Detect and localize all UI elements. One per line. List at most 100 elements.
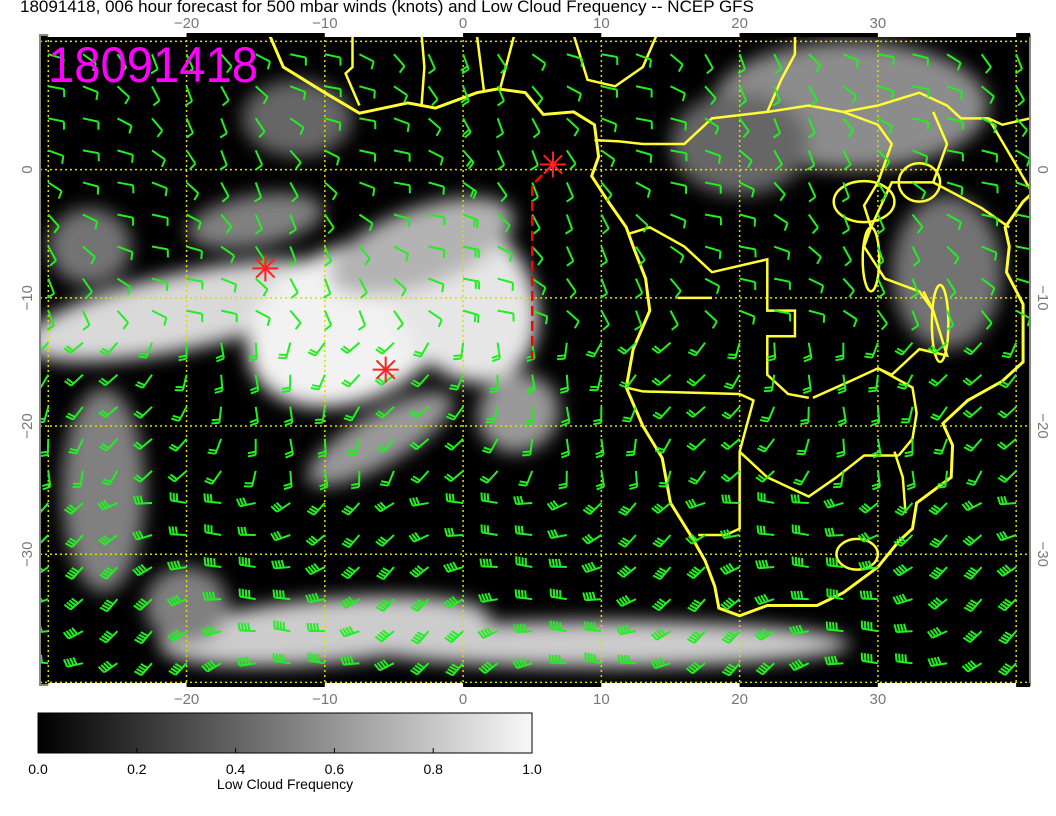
barb-feather bbox=[139, 495, 144, 504]
barb-staff bbox=[981, 149, 998, 156]
lon-tick-bottom: 30 bbox=[870, 691, 887, 708]
barb-feather bbox=[511, 282, 515, 291]
barb-feather bbox=[66, 658, 72, 667]
barb-feather bbox=[969, 660, 977, 668]
barb-staff bbox=[186, 309, 203, 315]
barb-feather bbox=[307, 565, 315, 574]
barb-feather bbox=[134, 638, 143, 645]
wind-barb bbox=[116, 53, 128, 74]
barb-feather bbox=[203, 557, 207, 566]
barb-feather bbox=[965, 604, 974, 610]
low-cloud-field bbox=[40, 41, 1003, 668]
wind-barb bbox=[670, 85, 686, 102]
barb-feather bbox=[896, 538, 904, 545]
barb-feather bbox=[377, 538, 386, 545]
wind-barb bbox=[669, 245, 685, 264]
barb-feather bbox=[810, 99, 819, 107]
barb-feather bbox=[686, 380, 695, 387]
barb-staff bbox=[807, 85, 819, 101]
barb-feather bbox=[891, 90, 895, 100]
barb-feather bbox=[518, 658, 524, 667]
barb-feather bbox=[860, 533, 868, 541]
wind-barb bbox=[444, 438, 464, 451]
barb-feather bbox=[31, 654, 32, 662]
barb-feather bbox=[343, 656, 348, 665]
barb-feather bbox=[398, 65, 406, 74]
barb-feather bbox=[481, 593, 486, 602]
barb-feather bbox=[311, 593, 317, 602]
wind-barb bbox=[343, 406, 361, 422]
barb-feather bbox=[892, 596, 899, 605]
barb-staff bbox=[82, 278, 93, 293]
barb-feather bbox=[999, 531, 1005, 540]
wind-barb bbox=[808, 53, 822, 73]
wind-barb bbox=[738, 149, 753, 169]
barb-feather bbox=[719, 530, 725, 539]
wind-barb bbox=[763, 374, 776, 393]
barb-feather bbox=[993, 124, 998, 134]
wind-barb bbox=[704, 277, 721, 295]
barb-feather bbox=[63, 347, 72, 354]
wind-barb bbox=[599, 278, 609, 299]
wind-barb bbox=[685, 498, 706, 509]
barb-feather bbox=[728, 562, 735, 571]
barb-feather bbox=[138, 633, 147, 640]
barb-feather bbox=[105, 566, 114, 573]
barb-feather bbox=[135, 531, 141, 540]
wind-barb bbox=[151, 277, 169, 291]
barb-feather bbox=[725, 564, 732, 572]
barb-feather bbox=[215, 354, 224, 360]
wind-barb bbox=[393, 310, 404, 331]
barb-feather bbox=[653, 505, 662, 512]
barb-staff bbox=[738, 117, 750, 132]
barb-feather bbox=[277, 559, 282, 569]
wind-barb bbox=[288, 246, 297, 267]
wind-barb bbox=[271, 559, 291, 570]
barb-feather bbox=[250, 389, 259, 395]
barb-staff bbox=[1015, 149, 1030, 160]
barb-feather bbox=[691, 633, 700, 640]
wind-barb bbox=[220, 213, 233, 234]
barb-feather bbox=[311, 384, 321, 388]
barb-staff bbox=[81, 310, 91, 326]
barb-feather bbox=[435, 128, 442, 137]
wind-barb bbox=[219, 117, 228, 139]
barb-feather bbox=[299, 126, 305, 136]
wind-barb bbox=[980, 310, 993, 330]
barb-feather bbox=[525, 418, 534, 423]
wind-barb bbox=[462, 309, 480, 324]
barb-feather bbox=[758, 560, 763, 569]
barb-feather bbox=[82, 324, 91, 331]
wind-barb bbox=[168, 526, 187, 536]
wind-barb bbox=[531, 277, 547, 296]
wind-barb bbox=[428, 245, 446, 258]
barb-staff bbox=[255, 277, 269, 291]
barb-feather bbox=[827, 656, 832, 665]
barb-feather bbox=[652, 574, 661, 581]
barb-feather bbox=[237, 622, 241, 631]
barb-feather bbox=[71, 597, 79, 605]
wind-barb bbox=[981, 117, 998, 134]
barb-staff bbox=[704, 149, 721, 157]
wind-barb bbox=[443, 561, 464, 573]
wind-barb bbox=[651, 502, 672, 514]
barb-staff bbox=[116, 309, 129, 324]
wind-barb bbox=[133, 495, 153, 505]
barb-staff bbox=[566, 53, 583, 60]
wind-barb bbox=[767, 342, 777, 362]
wind-barb bbox=[249, 406, 259, 427]
barb-staff bbox=[1015, 181, 1030, 189]
barb-feather bbox=[314, 592, 320, 601]
barb-feather bbox=[483, 628, 490, 636]
wind-barb bbox=[270, 530, 291, 542]
wind-barb bbox=[324, 149, 341, 166]
barb-feather bbox=[500, 66, 508, 74]
barb-staff bbox=[151, 181, 168, 190]
wind-barb bbox=[546, 500, 568, 511]
wind-barb bbox=[788, 659, 810, 672]
barb-feather bbox=[522, 450, 531, 454]
barb-feather bbox=[152, 99, 161, 107]
barb-feather bbox=[411, 441, 420, 449]
wind-barb bbox=[98, 406, 119, 419]
